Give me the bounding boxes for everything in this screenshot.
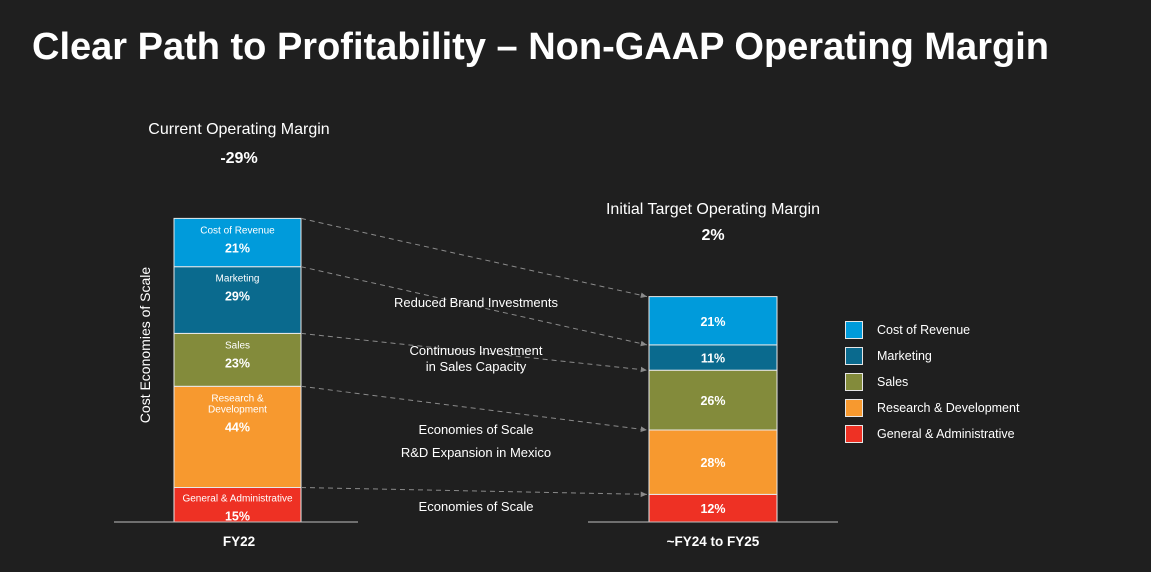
bar-category-label: Sales [225, 340, 250, 351]
bar-value-label: 28% [700, 456, 725, 470]
connector-arrow-cost-of-revenue [300, 217, 648, 298]
margin-header-label: Current Operating Margin [148, 121, 329, 138]
annotation-text: Economies of Scale [419, 499, 534, 514]
legend-item-sales: Sales [845, 369, 1019, 395]
bar-segment-general-administrative-1 [173, 487, 302, 523]
annotation-text: R&D Expansion in Mexico [401, 445, 551, 460]
legend-label-marketing: Marketing [877, 349, 932, 363]
bar-category-label: Cost of Revenue [200, 225, 275, 236]
legend-swatch-general-administrative [845, 425, 863, 443]
bar-segment-cost-of-revenue-1 [173, 217, 302, 268]
x-category-label: FY22 [223, 534, 255, 549]
legend-item-marketing: Marketing [845, 343, 1019, 369]
annotation-text: Economies of Scale [419, 422, 534, 437]
bar-segment-sales-2 [648, 369, 778, 431]
bar-value-label: 12% [700, 502, 725, 516]
bar-segment-cost-of-revenue-2 [648, 296, 778, 346]
connector-arrow-research-development [300, 385, 648, 432]
bar-value-label: 21% [700, 315, 725, 329]
legend-item-cost-of-revenue: Cost of Revenue [845, 317, 1019, 343]
bar-value-label: 21% [225, 241, 250, 255]
connector-arrow-sales [300, 332, 648, 373]
slide-title: Clear Path to Profitability – Non-GAAP O… [32, 26, 1049, 68]
bar-category-label: Development [208, 404, 267, 415]
annotation-text: Reduced Brand Investments [394, 295, 559, 310]
bar-category-label: Research & [211, 393, 264, 404]
bar-value-label: 29% [225, 290, 250, 304]
annotation-text: Continuous Investment [410, 343, 543, 358]
bar-value-label: 11% [701, 352, 725, 366]
legend-swatch-sales [845, 373, 863, 391]
bar-value-label: 26% [700, 394, 725, 408]
legend-swatch-research-development [845, 399, 863, 417]
legend-swatch-cost-of-revenue [845, 321, 863, 339]
legend-label-general-administrative: General & Administrative [877, 427, 1015, 441]
legend-label-sales: Sales [877, 375, 909, 389]
margin-header-value: -29% [220, 150, 257, 167]
margin-header-value: 2% [701, 227, 724, 244]
bar-category-label: Marketing [216, 274, 260, 285]
legend-swatch-marketing [845, 347, 863, 365]
bar-segment-marketing-1 [173, 266, 302, 334]
legend-item-general-administrative: General & Administrative [845, 421, 1019, 447]
x-category-label: ~FY24 to FY25 [667, 534, 760, 549]
bar-segment-research-development-2 [648, 429, 778, 495]
legend-item-research-development: Research & Development [845, 395, 1019, 421]
bar-segment-marketing-2 [648, 344, 778, 371]
bar-segment-sales-1 [173, 332, 302, 387]
legend-label-research-development: Research & Development [877, 401, 1020, 415]
connector-arrow-general-administrative [300, 487, 648, 498]
annotation-text: in Sales Capacity [426, 359, 527, 374]
bar-value-label: 15% [225, 510, 250, 524]
y-axis-label: Cost Economies of Scale [137, 267, 153, 424]
legend: Cost of Revenue Marketing Sales Research… [845, 317, 1019, 447]
margin-header-label: Initial Target Operating Margin [606, 201, 820, 218]
bar-category-label: General & Administrative [182, 494, 292, 505]
legend-label-cost-of-revenue: Cost of Revenue [877, 323, 971, 337]
bar-value-label: 44% [225, 420, 250, 434]
bar-value-label: 23% [225, 356, 250, 370]
